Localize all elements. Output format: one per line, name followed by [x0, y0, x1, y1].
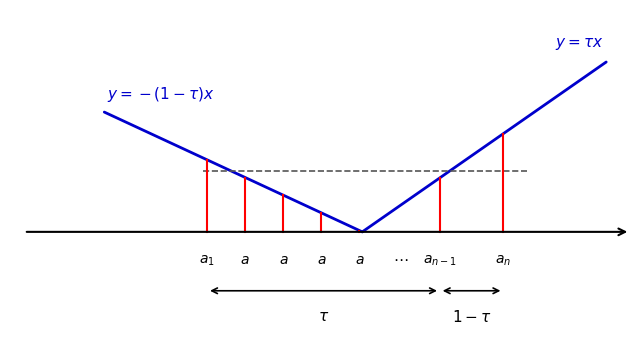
Text: $y = -(1-\tau)x$: $y = -(1-\tau)x$ [107, 85, 214, 104]
Text: $a_1$: $a_1$ [199, 253, 215, 268]
Text: $a_{n-1}$: $a_{n-1}$ [423, 253, 457, 268]
Text: $a$: $a$ [317, 253, 326, 267]
Text: $a$: $a$ [355, 253, 364, 267]
Text: $\tau$: $\tau$ [318, 309, 329, 324]
Text: $y = \tau x$: $y = \tau x$ [555, 36, 604, 52]
Text: $a$: $a$ [278, 253, 288, 267]
Text: $\cdots$: $\cdots$ [393, 252, 408, 267]
Text: $a_n$: $a_n$ [495, 253, 511, 268]
Text: $a$: $a$ [241, 253, 250, 267]
Text: $1-\tau$: $1-\tau$ [452, 309, 492, 325]
